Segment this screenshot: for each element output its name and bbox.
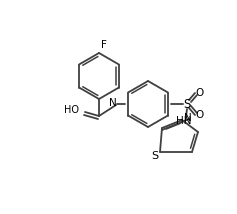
Text: O: O	[196, 88, 204, 98]
Text: N: N	[109, 98, 117, 108]
Text: S: S	[183, 98, 191, 110]
Text: F: F	[101, 40, 107, 50]
Text: O: O	[196, 110, 204, 120]
Text: N: N	[184, 113, 192, 123]
Text: HN: HN	[176, 116, 192, 126]
Text: HO: HO	[64, 105, 79, 115]
Text: S: S	[151, 151, 159, 161]
